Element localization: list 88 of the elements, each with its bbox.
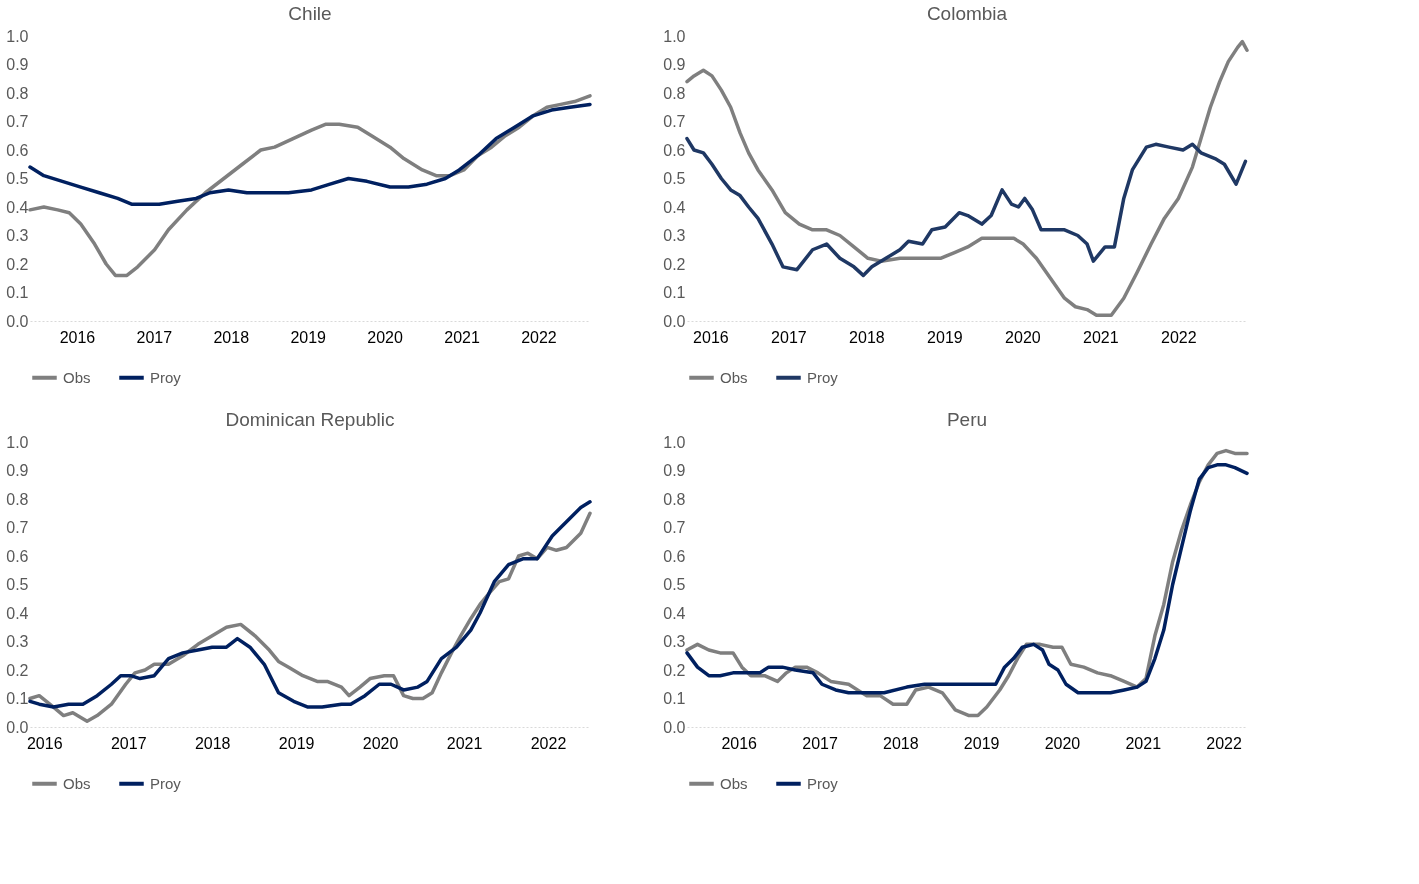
x-tick-label: 2021 [444, 328, 480, 346]
x-tick-label: 2020 [367, 328, 404, 346]
x-tick-label: 2017 [136, 328, 173, 346]
chart-title: Chile [288, 3, 332, 24]
y-tick-label: 0.4 [6, 198, 29, 216]
x-tick-label: 2019 [963, 734, 1000, 752]
y-tick-label: 0.0 [663, 312, 686, 330]
y-tick-label: 0.5 [6, 170, 29, 187]
x-tick-label: 2020 [1005, 328, 1041, 346]
x-tick-label: 2019 [927, 328, 963, 346]
chart-title: Colombia [926, 3, 1008, 24]
x-tick-label: 2016 [59, 328, 96, 346]
y-tick-label: 0.9 [6, 462, 29, 479]
line-series [28, 94, 592, 278]
line-series [685, 39, 1249, 318]
y-tick-label: 0.4 [663, 198, 686, 216]
y-tick-label: 0.0 [663, 718, 686, 736]
legend-label: Obs [63, 368, 91, 386]
x-tick-label: 2016 [693, 328, 729, 346]
y-tick-label: 0.5 [6, 576, 29, 593]
x-tick-label: 2018 [849, 328, 885, 346]
x-tick-label: 2016 [26, 734, 63, 752]
legend-label: Proy [807, 368, 839, 386]
y-tick-label: 0.1 [6, 284, 29, 301]
y-tick-label: 0.1 [6, 690, 29, 707]
line-series [685, 136, 1248, 278]
y-tick-label: 1.0 [6, 433, 29, 451]
y-tick-label: 0.6 [6, 141, 29, 159]
legend-label: Obs [720, 368, 748, 386]
y-tick-label: 0.3 [6, 227, 29, 244]
x-tick-label: 2020 [1044, 734, 1081, 752]
y-tick-label: 0.1 [663, 284, 686, 301]
x-tick-label: 2022 [1161, 328, 1197, 346]
chart-title: Dominican Republic [225, 409, 395, 430]
y-tick-label: 0.3 [663, 227, 686, 244]
line-series [28, 102, 592, 206]
y-tick-label: 0.1 [663, 690, 686, 707]
y-tick-label: 0.6 [6, 547, 29, 565]
x-tick-label: 2018 [213, 328, 250, 346]
legend-label: Proy [150, 774, 182, 792]
y-tick-label: 0.4 [6, 604, 29, 622]
y-tick-label: 0.7 [663, 519, 686, 536]
x-tick-label: 2017 [771, 328, 807, 346]
x-tick-label: 2021 [1125, 734, 1162, 752]
legend-label: Obs [720, 774, 748, 792]
y-tick-label: 0.0 [6, 312, 29, 330]
x-tick-label: 2017 [802, 734, 838, 752]
y-tick-label: 0.4 [663, 604, 686, 622]
y-tick-label: 0.6 [663, 141, 686, 159]
y-tick-label: 0.3 [663, 633, 686, 650]
y-tick-label: 0.3 [6, 633, 29, 650]
x-tick-label: 2021 [1083, 328, 1119, 346]
y-tick-label: 0.2 [6, 255, 29, 273]
y-tick-label: 0.9 [6, 56, 29, 73]
y-tick-label: 0.0 [6, 718, 29, 736]
y-tick-label: 1.0 [6, 27, 29, 45]
y-tick-label: 0.7 [663, 113, 686, 130]
x-tick-label: 2019 [290, 328, 327, 346]
y-tick-label: 0.2 [663, 255, 686, 273]
y-tick-label: 1.0 [663, 433, 686, 451]
y-tick-label: 0.7 [6, 519, 29, 536]
y-tick-label: 0.8 [6, 490, 29, 508]
legend-label: Proy [807, 774, 839, 792]
y-tick-label: 0.9 [663, 462, 686, 479]
x-tick-label: 2018 [194, 734, 231, 752]
y-tick-label: 0.7 [6, 113, 29, 130]
y-tick-label: 1.0 [663, 27, 686, 45]
y-tick-label: 0.6 [663, 547, 686, 565]
y-tick-label: 0.8 [663, 490, 686, 508]
y-tick-label: 0.5 [663, 576, 686, 593]
y-tick-label: 0.8 [6, 84, 29, 102]
y-tick-label: 0.8 [663, 84, 686, 102]
x-tick-label: 2022 [521, 328, 557, 346]
y-tick-label: 0.9 [663, 56, 686, 73]
chart-title: Peru [946, 409, 988, 430]
y-tick-label: 0.2 [663, 661, 686, 679]
x-tick-label: 2021 [446, 734, 483, 752]
x-tick-label: 2022 [1206, 734, 1242, 752]
x-tick-label: 2022 [530, 734, 567, 752]
y-tick-label: 0.5 [663, 170, 686, 187]
legend-label: Obs [63, 774, 91, 792]
x-tick-label: 2018 [883, 734, 919, 752]
x-tick-label: 2017 [110, 734, 147, 752]
x-tick-label: 2016 [721, 734, 758, 752]
x-tick-label: 2020 [362, 734, 399, 752]
legend-label: Proy [150, 368, 182, 386]
x-tick-label: 2019 [278, 734, 315, 752]
y-tick-label: 0.2 [6, 661, 29, 679]
